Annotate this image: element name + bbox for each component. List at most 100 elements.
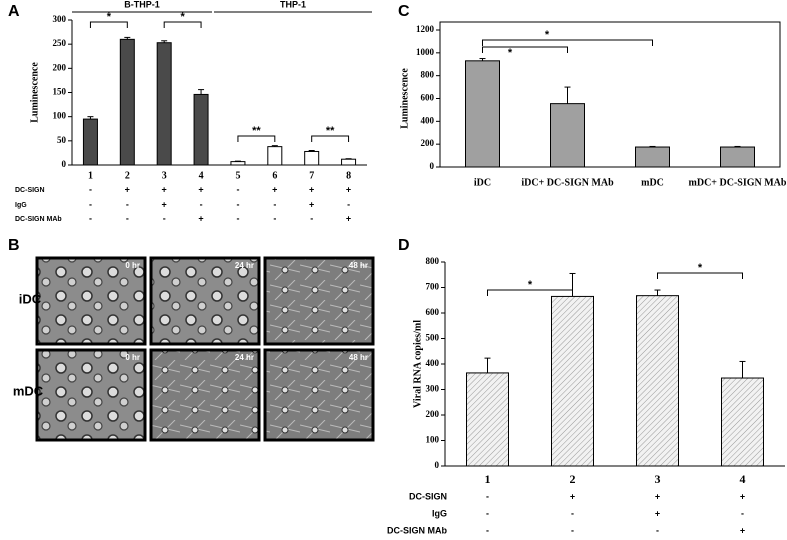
condition-sign: + — [740, 525, 745, 535]
significance-bracket — [311, 135, 350, 142]
y-tick-label: 300 — [426, 384, 440, 394]
panel-label: B — [8, 237, 20, 254]
condition-sign: - — [126, 213, 129, 223]
time-label: 48 hr — [349, 261, 368, 270]
x-tick-label: 3 — [162, 170, 167, 181]
y-tick-label: 400 — [421, 115, 435, 125]
bar — [465, 60, 500, 168]
condition-label: DC-SIGN — [15, 187, 45, 194]
y-tick-label: 200 — [426, 409, 440, 419]
x-tick-label: 2 — [570, 472, 576, 486]
condition-sign: + — [125, 184, 130, 194]
significance-bracket — [237, 135, 276, 142]
condition-sign: + — [162, 184, 167, 194]
condition-sign: - — [571, 508, 574, 518]
time-label: 24 hr — [235, 261, 254, 270]
significance-label: * — [528, 279, 533, 291]
y-tick-label: 50 — [57, 135, 67, 145]
significance-label: * — [545, 29, 550, 41]
condition-label: IgG — [15, 202, 27, 209]
panel-label: D — [398, 237, 410, 254]
x-tick-label: mDC+ DC-SIGN MAb — [689, 177, 787, 188]
y-axis-label: Luminescence — [29, 62, 40, 123]
condition-label: DC-SIGN MAb — [15, 216, 62, 223]
y-tick-label: 700 — [426, 282, 440, 292]
condition-sign: - — [486, 491, 489, 501]
panel-label: C — [398, 3, 410, 20]
bar — [550, 103, 585, 168]
y-tick-label: 800 — [421, 70, 435, 80]
x-tick-label: 1 — [88, 170, 93, 181]
bar — [230, 161, 246, 166]
condition-sign: + — [198, 184, 203, 194]
condition-sign: + — [740, 491, 745, 501]
bar — [551, 295, 594, 467]
micrograph-grid — [35, 256, 375, 442]
y-tick-label: 400 — [426, 358, 440, 368]
y-tick-label: 600 — [421, 93, 435, 103]
x-tick-label: 4 — [199, 170, 204, 181]
bar — [119, 38, 135, 166]
panel-label: A — [8, 3, 20, 20]
bar — [636, 295, 679, 467]
condition-sign: + — [346, 213, 351, 223]
condition-sign: + — [655, 508, 660, 518]
y-tick-label: 200 — [421, 138, 435, 148]
condition-sign: - — [89, 199, 92, 209]
significance-label: * — [698, 262, 703, 274]
x-tick-label: mDC — [641, 177, 664, 188]
condition-sign: - — [126, 199, 129, 209]
y-tick-label: 0 — [62, 159, 67, 169]
x-tick-label: iDC+ DC-SIGN MAb — [521, 177, 614, 188]
y-tick-label: 0 — [430, 161, 435, 171]
condition-sign: - — [236, 184, 239, 194]
bar — [721, 377, 764, 467]
bar — [193, 93, 209, 166]
y-tick-label: 1200 — [416, 24, 435, 34]
condition-sign: - — [89, 213, 92, 223]
condition-label: DC-SIGN — [409, 491, 447, 501]
condition-sign: - — [741, 508, 744, 518]
condition-sign: - — [310, 213, 313, 223]
condition-sign: - — [656, 525, 659, 535]
significance-label: ** — [252, 125, 261, 137]
time-label: 0 hr — [125, 261, 140, 270]
x-tick-label: 2 — [125, 170, 130, 181]
bar — [635, 146, 670, 168]
condition-sign: + — [655, 491, 660, 501]
y-axis-label: Luminescence — [399, 68, 410, 129]
time-label: 0 hr — [125, 353, 140, 362]
condition-sign: + — [198, 213, 203, 223]
row-label: mDC — [13, 383, 44, 398]
x-tick-label: iDC — [474, 177, 491, 188]
group-label: B-THP-1 — [124, 0, 160, 9]
time-label: 24 hr — [235, 353, 254, 362]
significance-bracket — [487, 289, 573, 296]
y-tick-label: 200 — [53, 62, 67, 72]
condition-sign: - — [486, 508, 489, 518]
y-tick-label: 1000 — [416, 47, 435, 57]
condition-sign: - — [89, 184, 92, 194]
significance-label: ** — [326, 125, 335, 137]
bar — [304, 150, 320, 166]
bar — [82, 118, 98, 166]
bar — [156, 42, 172, 166]
condition-sign: + — [570, 491, 575, 501]
bar — [466, 372, 509, 467]
y-tick-label: 0 — [435, 460, 440, 470]
bar — [720, 146, 755, 168]
y-tick-label: 800 — [426, 256, 440, 266]
x-tick-label: 8 — [346, 170, 351, 181]
condition-sign: + — [272, 184, 277, 194]
condition-sign: + — [162, 199, 167, 209]
condition-sign: - — [273, 199, 276, 209]
condition-sign: - — [236, 213, 239, 223]
condition-sign: - — [571, 525, 574, 535]
condition-sign: + — [346, 184, 351, 194]
x-tick-label: 3 — [655, 472, 661, 486]
y-tick-label: 300 — [53, 14, 67, 24]
x-tick-label: 7 — [309, 170, 314, 181]
condition-sign: + — [309, 199, 314, 209]
y-tick-label: 250 — [53, 38, 67, 48]
significance-label: * — [508, 47, 513, 59]
